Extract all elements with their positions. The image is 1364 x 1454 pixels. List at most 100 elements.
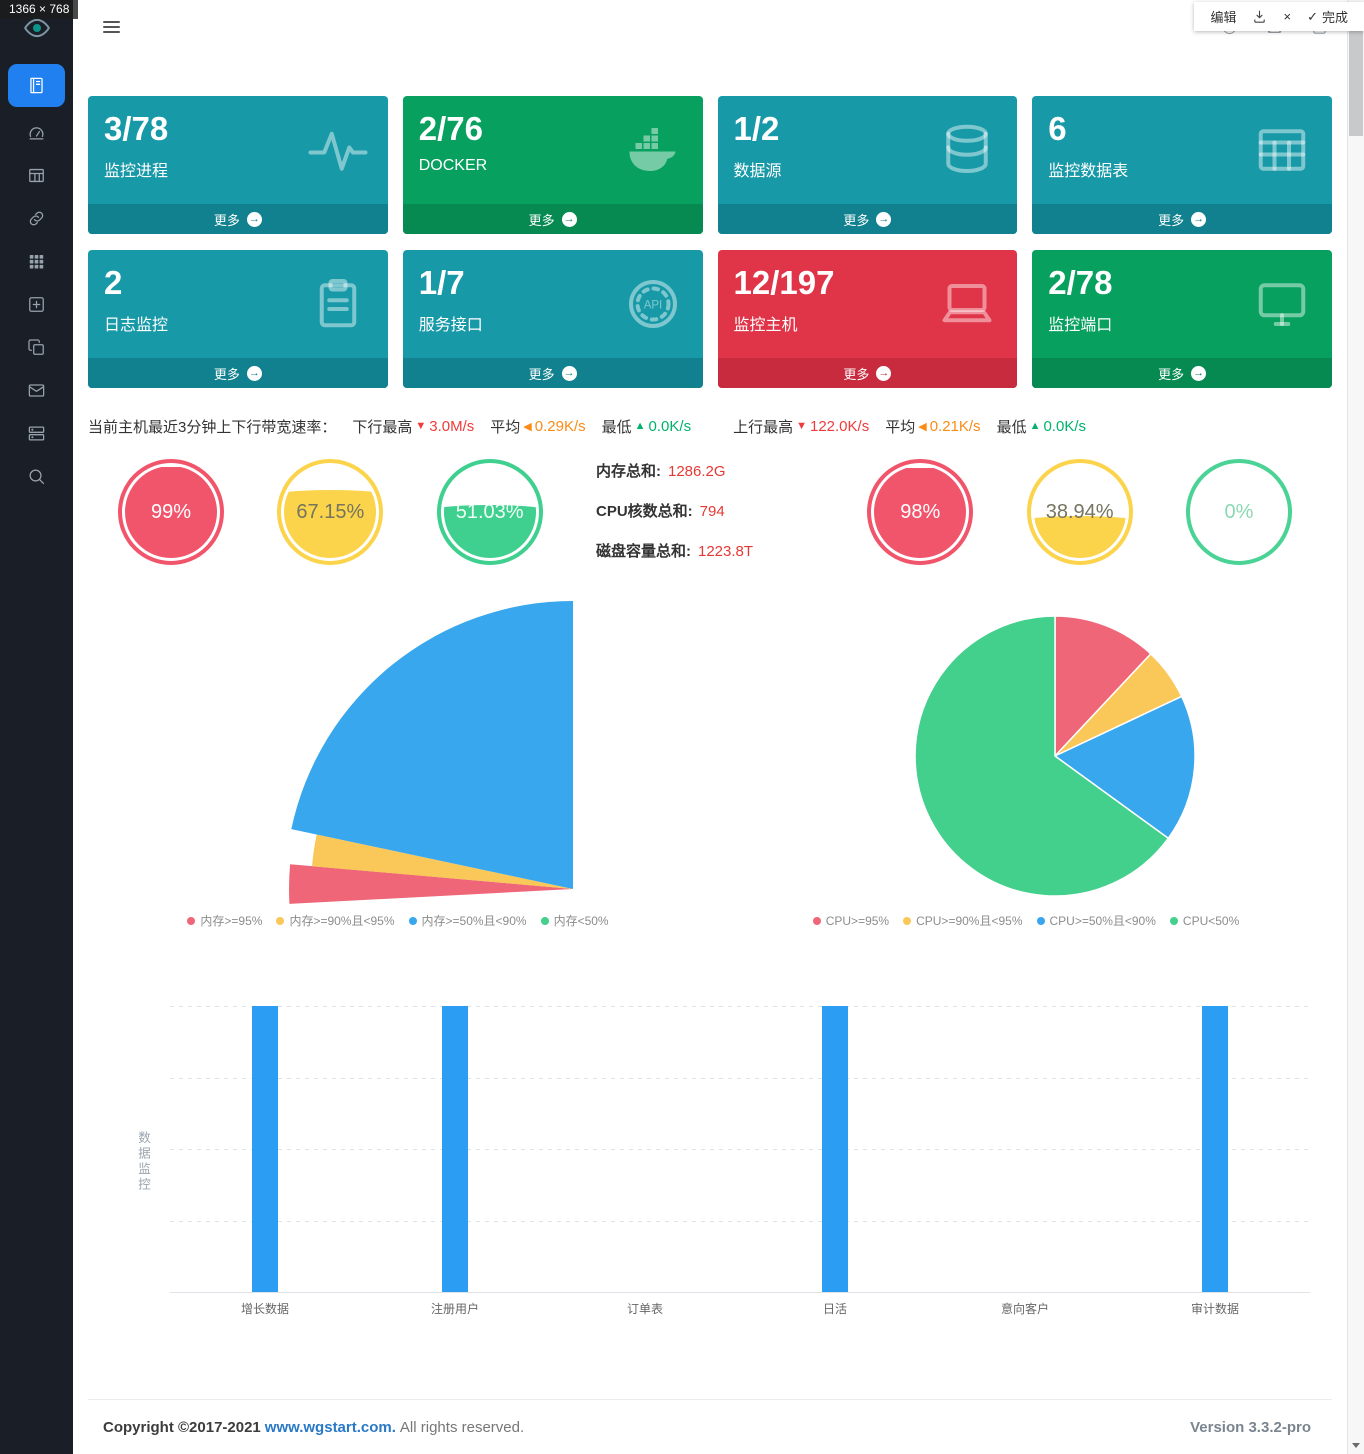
legend-dot-icon xyxy=(812,916,821,925)
search-icon xyxy=(29,469,45,485)
stat-card-body: 1/7 服务接口 API xyxy=(403,250,703,358)
stat-card-4: 6 监控数据表 更多 → xyxy=(1032,96,1332,234)
caret-down-icon: ▼ xyxy=(796,420,807,432)
capture-size-badge: 1366 × 768 xyxy=(0,0,79,19)
stat-card-value: 1/2 xyxy=(733,110,780,147)
bandwidth-value: 3.0M/s xyxy=(429,417,475,435)
gauge-liquid xyxy=(284,490,377,558)
api-icon: API xyxy=(628,279,677,329)
bandwidth-summary: 当前主机最近3分钟上下行带宽速率： 下行最高 ▼ 3.0M/s 平均 ◀ 0.29K/s 最… xyxy=(88,416,1332,436)
legend-dot-icon xyxy=(1169,916,1178,925)
pulse-icon xyxy=(308,131,368,171)
capture-done-button[interactable]: ✓ 完成 xyxy=(1299,7,1356,26)
app-logo[interactable] xyxy=(0,0,73,56)
stat-card-body: 6 监控数据表 xyxy=(1032,96,1332,204)
svg-text:API: API xyxy=(643,300,662,312)
vertical-scrollbar[interactable] xyxy=(1347,0,1364,1454)
sidebar-item-book[interactable] xyxy=(8,64,65,107)
memory-legend-item[interactable]: 内存>=95% xyxy=(187,912,262,929)
grid-icon xyxy=(29,255,44,269)
book-icon xyxy=(30,77,43,94)
sidebar-item-grid[interactable] xyxy=(0,240,73,283)
gauge-percent-label: 0% xyxy=(1224,500,1254,523)
version-label: Version 3.3.2-pro xyxy=(1190,1419,1311,1436)
stat-card-more-link[interactable]: 更多 → xyxy=(402,204,703,234)
x-axis-label: 订单表 xyxy=(626,1302,664,1316)
stat-card-7: 12/197 监控主机 更多 → xyxy=(717,250,1018,388)
plus-square-icon xyxy=(29,297,44,312)
x-axis-label: 意向客户 xyxy=(1000,1302,1050,1316)
cpu-legend-item[interactable]: CPU>=50%且<90% xyxy=(1036,912,1156,929)
gauge-liquid xyxy=(874,467,967,558)
caret-left-icon: ◀ xyxy=(918,420,927,433)
stat-card-more-link[interactable]: 更多 → xyxy=(88,204,388,234)
stat-card-body: 3/78 监控进程 xyxy=(88,96,388,204)
stat-card-1: 3/78 监控进程 更多 → xyxy=(88,96,388,234)
bandwidth-value: 0.29K/s xyxy=(534,417,586,435)
bandwidth-label: 最低 xyxy=(601,418,632,436)
wave-crest xyxy=(284,490,377,503)
stat-card-more-link[interactable]: 更多 → xyxy=(402,358,703,388)
memory-legend-item[interactable]: 内存>=50%且<90% xyxy=(408,912,527,929)
sidebar-item-table[interactable] xyxy=(0,154,73,197)
total-line: CPU核数总和: 794 xyxy=(596,492,814,532)
sidebar-item-link[interactable] xyxy=(0,197,73,240)
stat-card-body: 2 日志监控 xyxy=(88,250,388,358)
stat-card-label: DOCKER xyxy=(418,156,488,174)
gauge-percent-label: 99% xyxy=(150,500,192,523)
bandwidth-value: 0.0K/s xyxy=(648,417,692,435)
capture-close-button[interactable]: × xyxy=(1275,9,1299,24)
table-icon xyxy=(29,168,44,183)
scrollbar-thumb[interactable] xyxy=(1349,18,1363,136)
arrow-right-circle-icon: → xyxy=(876,211,892,227)
x-axis-label: 日活 xyxy=(822,1302,848,1316)
total-line: 磁盘容量总和: 1223.8T xyxy=(596,532,814,572)
sidebar-item-gauge[interactable] xyxy=(0,111,73,154)
memory-legend-item[interactable]: 内存>=90%且<95% xyxy=(276,912,395,929)
stat-card-3: 1/2 数据源 更多 → xyxy=(717,96,1018,234)
stat-card-more-link[interactable]: 更多 → xyxy=(1032,204,1332,234)
arrow-right-circle-icon: → xyxy=(561,211,577,227)
check-icon: ✓ xyxy=(1307,8,1318,24)
stat-card-more-link[interactable]: 更多 → xyxy=(717,358,1018,388)
capture-toolbar: 编辑 × ✓ 完成 xyxy=(1194,2,1364,31)
memory-legend-item[interactable]: 内存<50% xyxy=(540,912,609,929)
menu-toggle-button[interactable] xyxy=(103,21,120,33)
top-header xyxy=(73,0,1364,56)
wgstart-link[interactable]: www.wgstart.com. xyxy=(264,1419,396,1436)
sidebar-item-copy[interactable] xyxy=(0,326,73,369)
bandwidth-label: 上行最高 xyxy=(733,418,794,436)
cpu-legend-item[interactable]: CPU<50% xyxy=(1169,912,1239,929)
stat-card-icon-wrap xyxy=(623,120,683,180)
gauge-liquid xyxy=(443,505,536,558)
cpu-legend-item[interactable]: CPU>=90%且<95% xyxy=(903,912,1023,929)
stat-card-more-link[interactable]: 更多 → xyxy=(88,358,388,388)
stat-card-label: 服务接口 xyxy=(418,316,483,334)
capture-edit-button[interactable]: 编辑 xyxy=(1202,7,1244,26)
stat-card-icon-wrap: API xyxy=(623,274,683,334)
bandwidth-segment: 最低 ▲ 0.0K/s xyxy=(602,416,691,437)
stat-card-value: 1/7 xyxy=(418,264,465,301)
scrollbar-down-arrow[interactable] xyxy=(1348,1437,1364,1454)
clipboard-icon xyxy=(319,278,356,328)
sidebar-item-server[interactable] xyxy=(0,412,73,455)
legend-dot-icon xyxy=(276,916,285,925)
cpu-legend-item[interactable]: CPU>=95% xyxy=(812,912,889,929)
sidebar-item-mail[interactable] xyxy=(0,369,73,412)
stat-card-body: 2/78 监控端口 xyxy=(1032,250,1332,358)
bandwidth-value: 122.0K/s xyxy=(809,417,870,435)
liquid-gauge-6: 0% xyxy=(1185,459,1292,565)
stat-card-more-link[interactable]: 更多 → xyxy=(717,204,1018,234)
stat-card-more-link[interactable]: 更多 → xyxy=(1032,358,1332,388)
stat-card-value: 2 xyxy=(104,264,123,301)
sidebar-item-search[interactable] xyxy=(0,455,73,498)
cpu-chart-legend: CPU>=95% CPU>=90%且<95% CPU>=50%且<90% CPU<50… xyxy=(720,912,1332,929)
capture-download-button[interactable] xyxy=(1244,9,1275,24)
database-icon xyxy=(946,124,988,173)
gauge-liquid xyxy=(125,466,217,558)
legend-label: 内存>=90%且<95% xyxy=(289,914,395,928)
bar-chart-plot xyxy=(170,1006,1310,1293)
stat-card-icon-wrap xyxy=(937,120,997,180)
sidebar-item-plus-square[interactable] xyxy=(0,283,73,326)
arrow-right-circle-icon: → xyxy=(561,365,577,381)
